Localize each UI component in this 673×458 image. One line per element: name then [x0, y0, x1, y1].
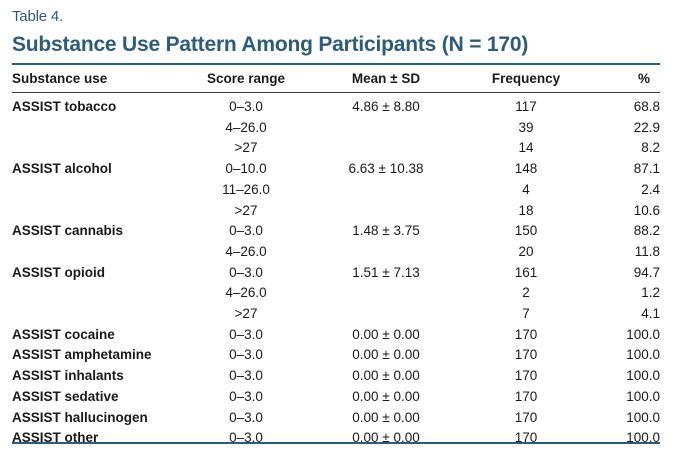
- cell-frequency: 18: [518, 202, 534, 218]
- cell-percent: 87.1: [633, 161, 660, 177]
- table-title: Substance Use Pattern Among Participants…: [12, 33, 529, 56]
- cell-score-range: 0–3.0: [229, 264, 263, 280]
- cell-substance-use: ASSIST opioid: [12, 264, 105, 280]
- cell-substance-use: ASSIST hallucinogen: [12, 409, 148, 425]
- cell-percent: 10.6: [633, 202, 660, 218]
- cell-score-range: 0–3.0: [229, 388, 263, 404]
- cell-percent: 100.0: [626, 409, 660, 425]
- table-row: ASSIST amphetamine 0–3.0 0.00 ± 0.00 170 100…: [0, 345, 673, 365]
- cell-substance-use: ASSIST tobacco: [12, 99, 117, 114]
- table-row: ASSIST sedative 0–3.0 0.00 ± 0.00 170 100.0: [0, 387, 673, 407]
- cell-frequency: 170: [514, 347, 538, 363]
- cell-substance-use: ASSIST sedative: [12, 388, 119, 404]
- cell-frequency: 170: [514, 430, 538, 446]
- cell-mean-sd: 6.63 ± 10.38: [348, 161, 424, 177]
- cell-frequency: 14: [518, 140, 534, 156]
- table-row: >27 18 10.6: [0, 201, 673, 221]
- cell-substance-use: ASSIST amphetamine: [12, 347, 152, 363]
- cell-mean-sd: 0.00 ± 0.00: [352, 368, 420, 384]
- cell-score-range: >27: [234, 202, 258, 218]
- cell-frequency: 170: [514, 409, 538, 425]
- table-row: 4–26.0 20 11.8: [0, 242, 673, 262]
- cell-frequency: 148: [514, 161, 538, 177]
- cell-score-range: 0–3.0: [229, 99, 263, 114]
- cell-mean-sd: 4.86 ± 8.80: [352, 99, 420, 114]
- table-row: ASSIST inhalants 0–3.0 0.00 ± 0.00 170 100.0: [0, 366, 673, 386]
- column-header-percent: %: [637, 71, 650, 86]
- cell-percent: 22.9: [633, 119, 660, 135]
- cell-substance-use: ASSIST cocaine: [12, 326, 115, 342]
- cell-mean-sd: 1.48 ± 3.75: [352, 223, 420, 239]
- cell-percent: 100.0: [626, 388, 660, 404]
- cell-score-range: 0–3.0: [229, 223, 263, 239]
- cell-frequency: 161: [514, 264, 538, 280]
- cell-frequency: 20: [518, 243, 534, 259]
- cell-mean-sd: 0.00 ± 0.00: [352, 347, 420, 363]
- table-row: 4–26.0 2 1.2: [0, 283, 673, 303]
- cell-frequency: 150: [514, 223, 538, 239]
- cell-percent: 8.2: [641, 140, 660, 156]
- table-row: 4–26.0 39 22.9: [0, 118, 673, 138]
- bottom-rule: [12, 442, 660, 444]
- cell-percent: 4.1: [641, 306, 660, 321]
- cell-substance-use: ASSIST cannabis: [12, 223, 124, 239]
- header-rule: [12, 92, 660, 93]
- table-row: ASSIST cannabis 0–3.0 1.48 ± 3.75 150 88.2: [0, 221, 673, 241]
- cell-frequency: 7: [522, 306, 530, 321]
- cell-score-range: 0–10.0: [225, 161, 267, 177]
- cell-percent: 2.4: [641, 181, 660, 197]
- cell-score-range: 0–3.0: [229, 347, 263, 363]
- table-row: ASSIST hallucinogen 0–3.0 0.00 ± 0.00 170 10…: [0, 408, 673, 428]
- cell-percent: 1.2: [641, 285, 660, 301]
- cell-percent: 68.8: [633, 99, 660, 114]
- table-row: 11–26.0 4 2.4: [0, 180, 673, 200]
- cell-score-range: 0–3.0: [229, 409, 263, 425]
- cell-frequency: 4: [522, 181, 530, 197]
- top-rule: [12, 63, 660, 65]
- cell-score-range: 0–3.0: [229, 326, 263, 342]
- cell-score-range: 4–26.0: [225, 119, 267, 135]
- cell-substance-use: ASSIST alcohol: [12, 161, 112, 177]
- cell-score-range: 4–26.0: [225, 243, 267, 259]
- cell-percent: 100.0: [626, 430, 660, 446]
- table-row: >27 7 4.1: [0, 304, 673, 324]
- cell-frequency: 2: [522, 285, 530, 301]
- cell-frequency: 39: [518, 119, 534, 135]
- cell-percent: 11.8: [634, 243, 660, 259]
- cell-percent: 88.2: [633, 223, 660, 239]
- cell-substance-use: ASSIST inhalants: [12, 368, 124, 384]
- cell-score-range: 0–3.0: [229, 368, 263, 384]
- table-row: >27 14 8.2: [0, 138, 673, 158]
- cell-score-range: 4–26.0: [225, 285, 267, 301]
- cell-frequency: 170: [514, 326, 538, 342]
- table-row: ASSIST opioid 0–3.0 1.51 ± 7.13 161 94.7: [0, 263, 673, 283]
- cell-substance-use: ASSIST other: [12, 430, 99, 446]
- cell-percent: 100.0: [626, 347, 660, 363]
- table-row: ASSIST other 0–3.0 0.00 ± 0.00 170 100.0: [0, 428, 673, 448]
- cell-percent: 100.0: [626, 368, 660, 384]
- column-header-substance-use: Substance use: [12, 71, 108, 86]
- cell-score-range: >27: [234, 140, 258, 156]
- cell-mean-sd: 0.00 ± 0.00: [352, 326, 420, 342]
- cell-score-range: >27: [234, 306, 258, 321]
- cell-frequency: 117: [515, 99, 537, 114]
- cell-percent: 94.7: [633, 264, 660, 280]
- column-header-frequency: Frequency: [491, 71, 561, 86]
- column-header-score-range: Score range: [206, 71, 286, 86]
- table-row: ASSIST tobacco 0–3.0 4.86 ± 8.80 117 68.8: [0, 97, 673, 117]
- table-header-row: Substance use Score range Mean ± SD Freq…: [0, 69, 673, 89]
- cell-mean-sd: 0.00 ± 0.00: [352, 430, 420, 446]
- table-row: ASSIST cocaine 0–3.0 0.00 ± 0.00 170 100.0: [0, 325, 673, 345]
- cell-mean-sd: 0.00 ± 0.00: [352, 388, 420, 404]
- cell-frequency: 170: [514, 368, 538, 384]
- table-row: ASSIST alcohol 0–10.0 6.63 ± 10.38 148 87.1: [0, 159, 673, 179]
- cell-mean-sd: 1.51 ± 7.13: [352, 264, 420, 280]
- cell-mean-sd: 0.00 ± 0.00: [352, 409, 420, 425]
- table-label: Table 4.: [12, 8, 63, 25]
- cell-score-range: 0–3.0: [229, 430, 263, 446]
- column-header-mean-sd: Mean ± SD: [351, 71, 421, 86]
- cell-score-range: 11–26.0: [222, 181, 270, 197]
- cell-frequency: 170: [514, 388, 538, 404]
- cell-percent: 100.0: [626, 326, 660, 342]
